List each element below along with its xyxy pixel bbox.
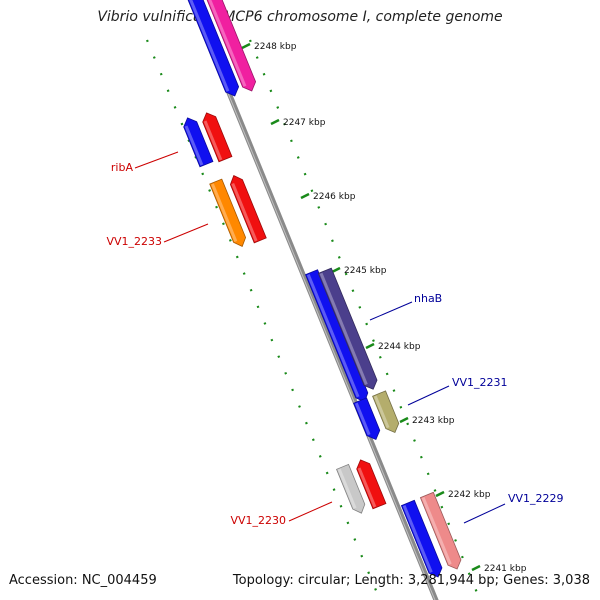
- cds-feature[interactable]: [317, 267, 379, 392]
- kbp-tick: [331, 266, 341, 274]
- leader-nhaB: [369, 301, 413, 321]
- cds-feature[interactable]: [419, 491, 463, 571]
- kbp-tick-label: 2242 kbp: [448, 490, 491, 500]
- cds-feature[interactable]: [203, 0, 259, 94]
- leader-VV1_2229: [463, 503, 506, 524]
- genome-summary-text: Topology: circular; Length: 3,281,944 bp…: [232, 573, 590, 588]
- kbp-tick-label: 2247 kbp: [283, 118, 326, 128]
- kbp-tick: [471, 564, 481, 572]
- leader-VV1_2230: [288, 501, 333, 522]
- kbp-tick-label: 2244 kbp: [378, 342, 421, 352]
- leader-VV1_2231: [407, 385, 450, 406]
- gene-label-VV1_2230: VV1_2230: [230, 514, 286, 527]
- inner-track-right: [248, 39, 482, 600]
- gene-label-nhaB: nhaB: [414, 292, 442, 305]
- gene-feature[interactable]: [305, 269, 371, 405]
- kbp-tick: [435, 490, 445, 498]
- gene-feature[interactable]: [400, 499, 444, 579]
- gene-feature[interactable]: [353, 397, 383, 442]
- gene-feature[interactable]: [336, 463, 368, 515]
- kbp-tick-label: 2248 kbp: [254, 42, 297, 52]
- inner-track-left: [145, 39, 382, 600]
- gene-feature[interactable]: [209, 178, 248, 249]
- cds-feature[interactable]: [200, 110, 233, 163]
- gene-label-VV1_2229: VV1_2229: [508, 492, 564, 505]
- accession-text: Accession: NC_004459: [9, 573, 157, 588]
- kbp-tick-label: 2246 kbp: [313, 192, 356, 202]
- kbp-tick-label: 2245 kbp: [344, 266, 387, 276]
- kbp-tick: [241, 42, 251, 50]
- gene-label-ribA: ribA: [111, 161, 134, 174]
- gene-feature[interactable]: [186, 0, 242, 99]
- leader-ribA: [134, 151, 179, 169]
- cds-feature[interactable]: [372, 390, 402, 435]
- kbp-tick-label: 2243 kbp: [412, 416, 455, 426]
- gene-label-VV1_2231: VV1_2231: [452, 376, 508, 389]
- kbp-tick: [399, 416, 409, 424]
- kbp-tick-label: 2241 kbp: [484, 564, 527, 574]
- kbp-tick: [270, 118, 280, 126]
- leader-VV1_2233: [163, 223, 209, 243]
- cds-feature[interactable]: [354, 457, 387, 510]
- kbp-tick: [300, 192, 310, 200]
- cds-feature[interactable]: [228, 173, 267, 244]
- gene-label-VV1_2233: VV1_2233: [106, 235, 162, 248]
- gene-feature[interactable]: [181, 115, 214, 168]
- kbp-tick: [365, 342, 375, 350]
